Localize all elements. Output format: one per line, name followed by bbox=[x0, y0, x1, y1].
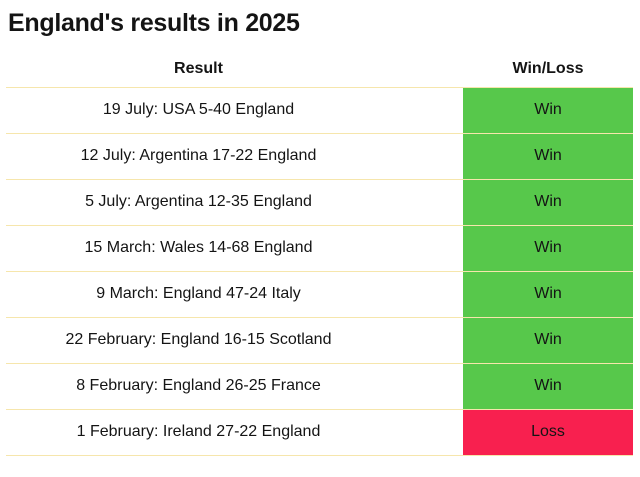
outcome-cell: Win bbox=[463, 133, 633, 180]
outcome-cell: Win bbox=[463, 317, 633, 364]
column-header-result: Result bbox=[6, 51, 463, 88]
outcome-cell: Win bbox=[463, 87, 633, 134]
table-row: 19 July: USA 5-40 England Win bbox=[6, 87, 633, 134]
result-cell: 1 February: Ireland 27-22 England bbox=[6, 409, 463, 456]
header-row: Result Win/Loss bbox=[6, 51, 633, 88]
results-page: England's results in 2025 Result Win/Los… bbox=[0, 8, 640, 456]
outcome-cell: Win bbox=[463, 271, 633, 318]
result-cell: 19 July: USA 5-40 England bbox=[6, 87, 463, 134]
table-row: 9 March: England 47-24 Italy Win bbox=[6, 271, 633, 318]
result-cell: 8 February: England 26-25 France bbox=[6, 363, 463, 410]
result-cell: 5 July: Argentina 12-35 England bbox=[6, 179, 463, 226]
outcome-cell: Win bbox=[463, 225, 633, 272]
result-cell: 15 March: Wales 14-68 England bbox=[6, 225, 463, 272]
table-row: 5 July: Argentina 12-35 England Win bbox=[6, 179, 633, 226]
page-title: England's results in 2025 bbox=[8, 9, 300, 37]
table-row: 8 February: England 26-25 France Win bbox=[6, 363, 633, 410]
outcome-cell: Win bbox=[463, 179, 633, 226]
table-row: 22 February: England 16-15 Scotland Win bbox=[6, 317, 633, 364]
results-table: Result Win/Loss 19 July: USA 5-40 Englan… bbox=[6, 51, 633, 456]
outcome-cell: Win bbox=[463, 363, 633, 410]
result-cell: 9 March: England 47-24 Italy bbox=[6, 271, 463, 318]
table-row: 15 March: Wales 14-68 England Win bbox=[6, 225, 633, 272]
result-cell: 22 February: England 16-15 Scotland bbox=[6, 317, 463, 364]
outcome-cell: Loss bbox=[463, 409, 633, 456]
table-row: 1 February: Ireland 27-22 England Loss bbox=[6, 409, 633, 456]
column-header-winloss: Win/Loss bbox=[463, 51, 633, 88]
result-cell: 12 July: Argentina 17-22 England bbox=[6, 133, 463, 180]
table-row: 12 July: Argentina 17-22 England Win bbox=[6, 133, 633, 180]
